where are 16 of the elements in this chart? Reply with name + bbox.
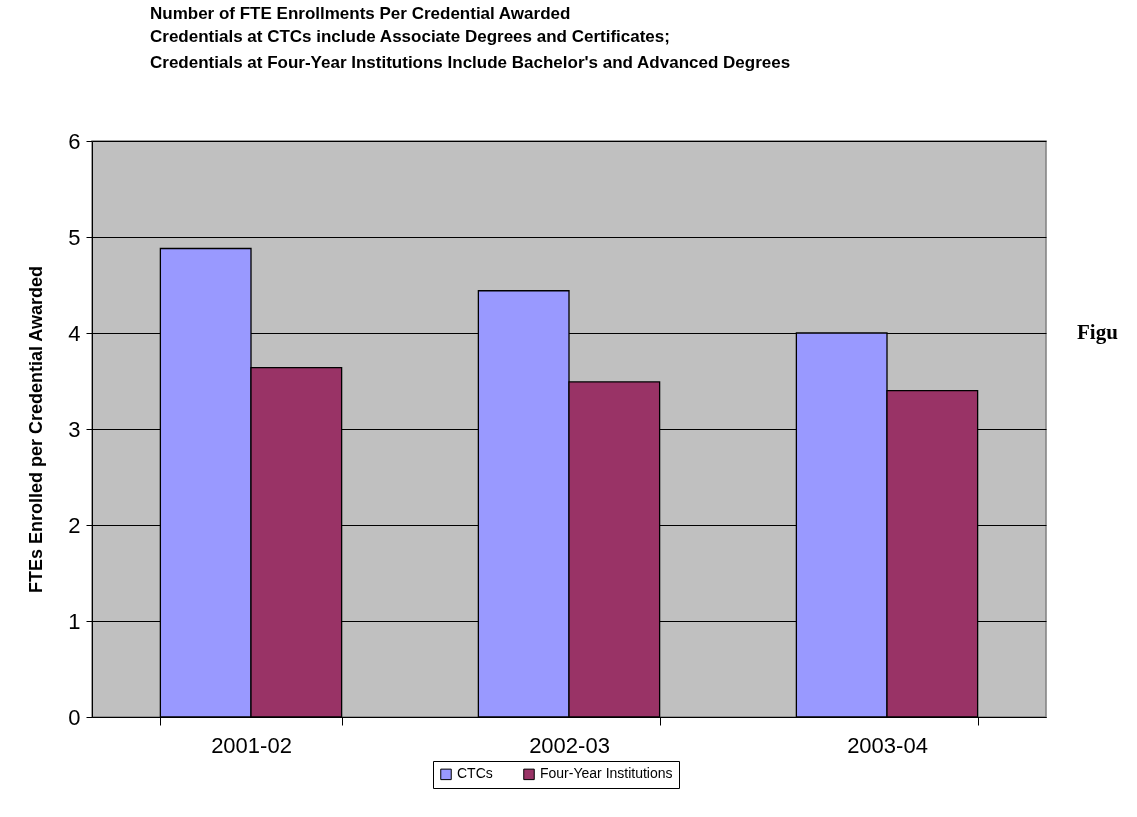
y-tick-label: 0 — [68, 704, 81, 730]
legend-label: CTCs — [457, 765, 493, 782]
y-tick-label: 5 — [68, 224, 81, 250]
y-axis-title: FTEs Enrolled per Credential Awarded — [26, 265, 47, 594]
x-tick-label: 2002-03 — [529, 732, 610, 758]
legend-label: Four-Year Institutions — [540, 765, 673, 782]
chart-title: Number of FTE Enrollments Per Credential Awarded — [150, 4, 571, 23]
y-tick-label: 1 — [68, 608, 81, 634]
y-tick-label: 4 — [68, 320, 81, 346]
y-tick-label: 6 — [68, 128, 81, 154]
chart-subtitle: Credentials at CTCs include Associate Degrees and Certificates; Credentials at Four-Year Institutions Include Bachelor's and Advanced Degrees — [150, 27, 791, 72]
y-tick-label: 3 — [68, 416, 81, 442]
x-tick-label: 2003-04 — [847, 732, 928, 758]
x-tick-label: 2001-02 — [211, 732, 292, 758]
y-tick-label: 2 — [68, 512, 81, 538]
text: Figu — [1077, 320, 1118, 345]
